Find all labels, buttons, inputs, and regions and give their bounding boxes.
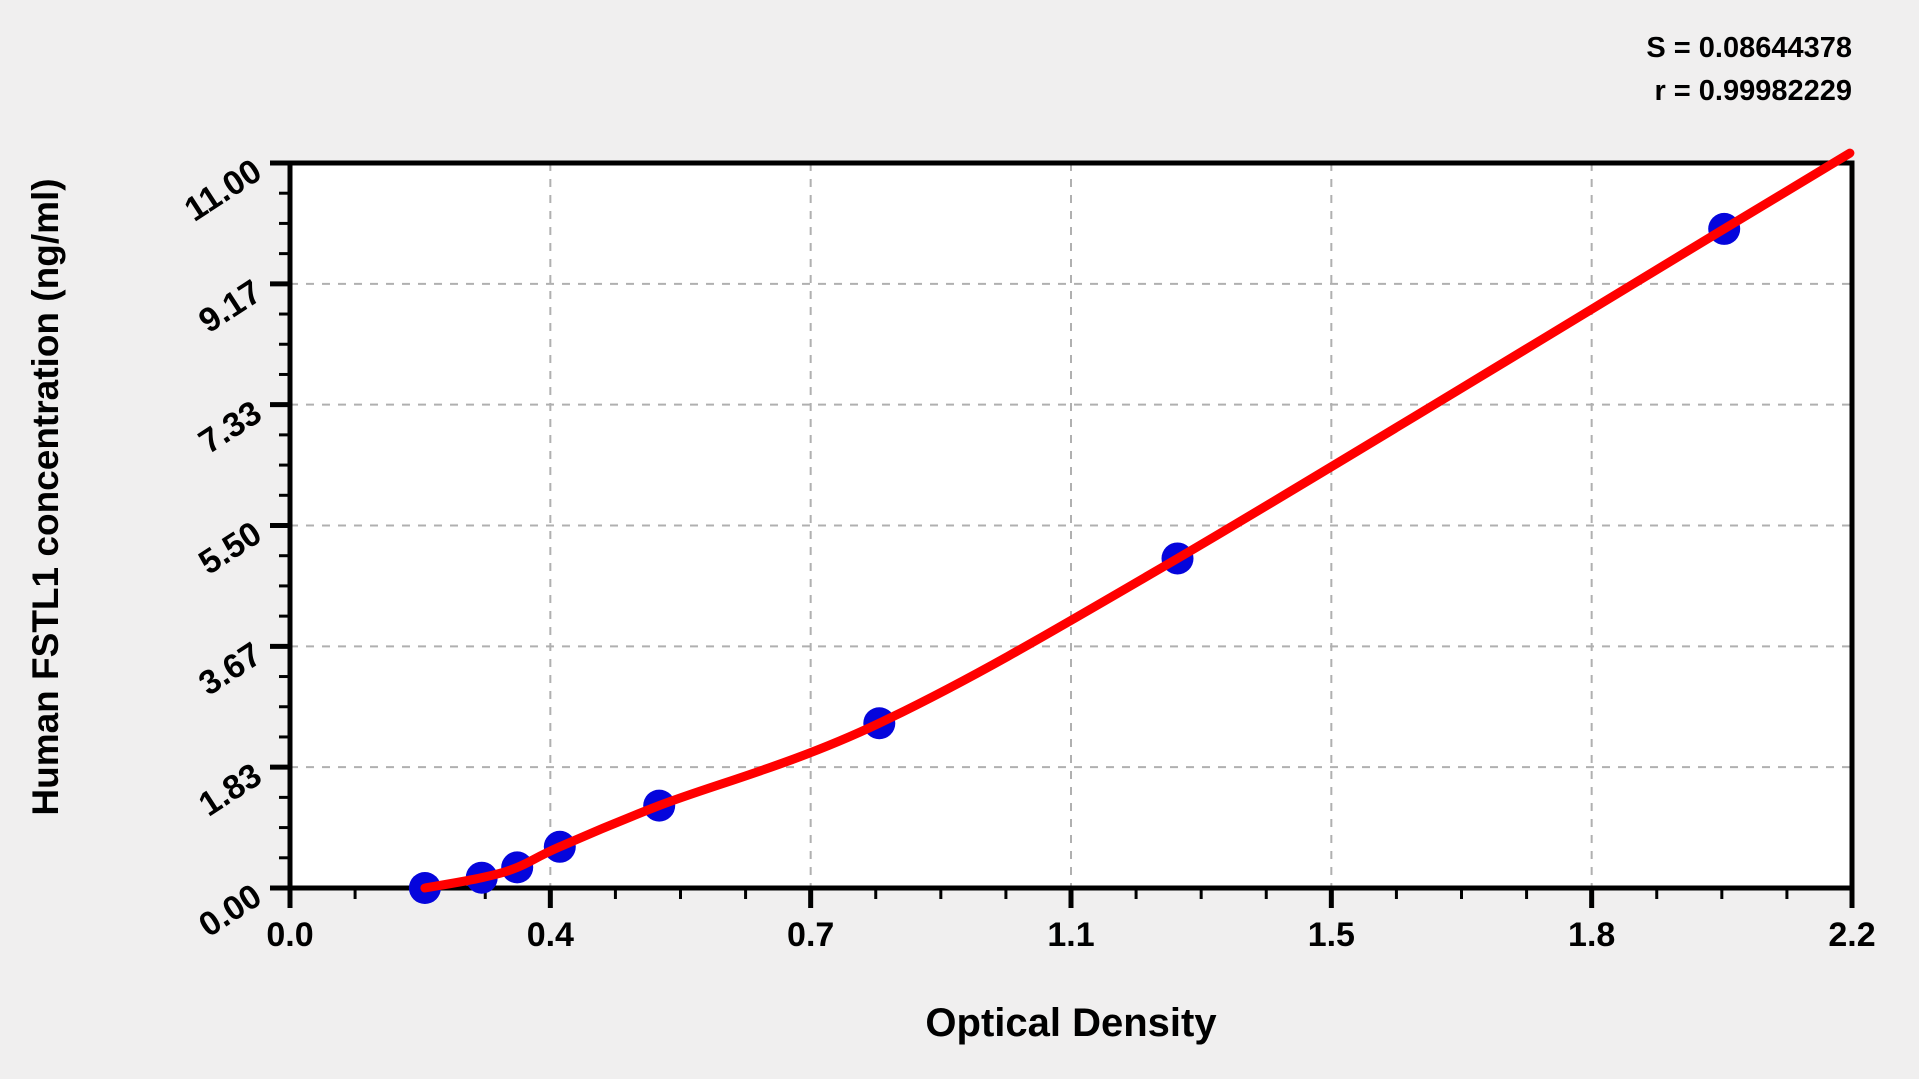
y-tick-label: 7.33	[192, 394, 268, 462]
y-tick-label: 3.67	[192, 635, 268, 703]
x-tick-label: 1.8	[1568, 916, 1615, 954]
y-tick-label: 9.17	[192, 273, 268, 341]
x-axis-title: Optical Density	[925, 1001, 1217, 1045]
gridlines	[290, 163, 1852, 888]
fit-stat-s: S = 0.08644378	[1646, 32, 1852, 64]
x-tick-label: 1.1	[1047, 916, 1094, 954]
x-tick-label: 0.0	[266, 916, 313, 954]
y-tick-label: 11.00	[178, 152, 268, 229]
fit-curve	[420, 148, 1855, 893]
y-tick-label: 5.50	[192, 514, 268, 582]
tick-labels: 0.0 0.4 0.7 1.1 1.5 1.8 2.2 0.00 1.83 3.67 5.50 7.3…	[178, 152, 1876, 954]
x-tick-label: 1.5	[1308, 916, 1355, 954]
plot-border	[287, 160, 1855, 891]
x-tick-label: 0.7	[787, 916, 834, 954]
y-axis-title: Human FSTL1 concentration (ng/ml)	[25, 178, 66, 815]
y-tick-label: 0.00	[192, 877, 268, 945]
fit-stat-r: r = 0.99982229	[1654, 75, 1852, 107]
x-tick-label: 0.4	[527, 916, 574, 954]
plot-area	[290, 163, 1852, 888]
x-tick-label: 2.2	[1828, 916, 1875, 954]
y-tick-label: 1.83	[192, 756, 268, 824]
